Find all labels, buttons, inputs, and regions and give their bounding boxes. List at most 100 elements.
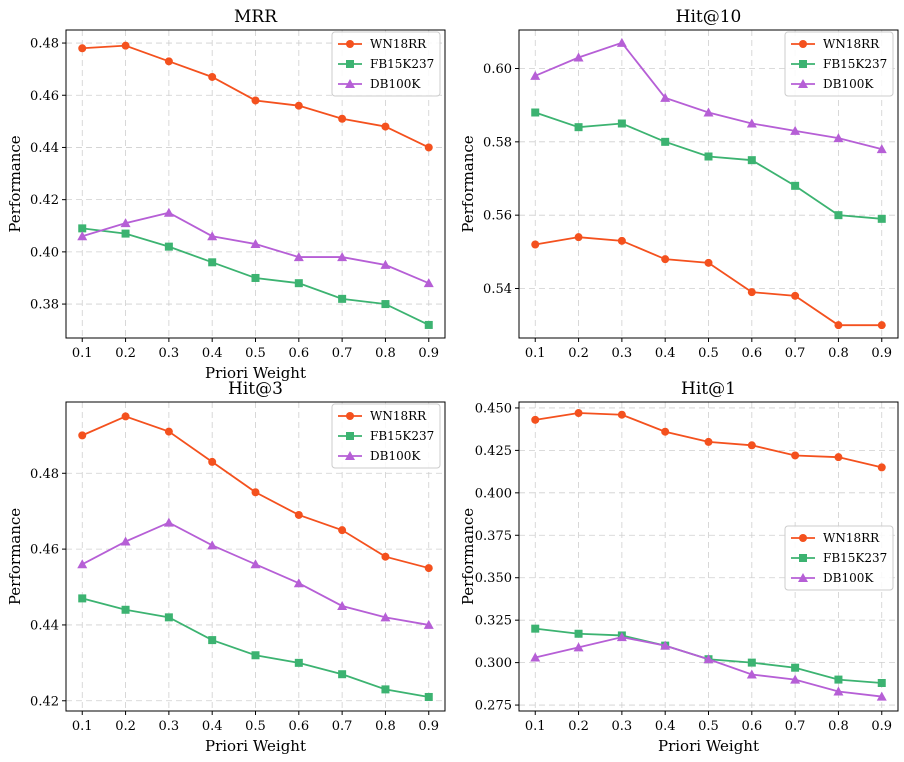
data-point xyxy=(791,663,800,672)
x-tick-label: 0.4 xyxy=(202,346,223,361)
data-point xyxy=(834,453,843,462)
data-point xyxy=(746,118,757,128)
data-point xyxy=(703,654,714,664)
x-tick-label: 0.4 xyxy=(655,346,676,361)
x-tick-label: 0.8 xyxy=(828,346,849,361)
data-point xyxy=(423,278,434,288)
legend-label: WN18RR xyxy=(823,37,880,51)
data-point xyxy=(208,457,217,466)
y-tick-label: 0.42 xyxy=(30,694,59,709)
data-point xyxy=(530,652,541,662)
legend-label: WN18RR xyxy=(370,409,427,423)
x-tick-label: 0.9 xyxy=(418,346,439,361)
data-point xyxy=(660,92,671,102)
legend-marker xyxy=(799,554,807,562)
data-point xyxy=(531,415,540,424)
data-point xyxy=(338,670,347,679)
data-point xyxy=(573,52,584,62)
legend-marker xyxy=(798,79,808,88)
data-point xyxy=(531,240,540,249)
x-tick-label: 0.7 xyxy=(785,346,806,361)
data-point xyxy=(164,242,173,251)
y-axis-label: Performance xyxy=(6,135,24,232)
legend-marker xyxy=(346,60,354,68)
x-tick-label: 0.9 xyxy=(871,719,892,734)
x-tick-label: 0.7 xyxy=(785,719,806,734)
y-tick-label: 0.350 xyxy=(475,571,512,586)
data-point xyxy=(661,427,670,436)
data-point xyxy=(294,510,303,519)
data-point xyxy=(834,321,843,330)
data-point xyxy=(660,640,671,650)
x-tick-label: 0.3 xyxy=(159,346,180,361)
data-point xyxy=(877,678,886,687)
legend-marker xyxy=(346,412,354,420)
legend-marker xyxy=(345,79,355,88)
data-point xyxy=(617,119,626,128)
x-tick-label: 0.1 xyxy=(72,346,93,361)
series-db100k xyxy=(77,517,434,629)
x-tick-label: 0.2 xyxy=(568,346,589,361)
y-tick-label: 0.40 xyxy=(30,245,59,260)
data-point xyxy=(424,564,433,573)
x-tick-label: 0.6 xyxy=(288,719,309,734)
series-fb15k237 xyxy=(78,594,433,701)
data-point xyxy=(791,291,800,300)
data-point xyxy=(661,137,670,146)
y-tick-label: 0.56 xyxy=(483,209,512,224)
data-point xyxy=(251,96,260,105)
data-point xyxy=(574,409,583,418)
x-tick-label: 0.1 xyxy=(525,346,546,361)
x-tick-label: 0.6 xyxy=(741,719,762,734)
x-tick-label: 0.9 xyxy=(871,346,892,361)
data-point xyxy=(337,600,348,610)
series-db100k xyxy=(530,632,887,701)
data-point xyxy=(746,669,757,679)
data-point xyxy=(790,125,801,135)
y-axis-label: Performance xyxy=(459,508,477,605)
legend-marker xyxy=(799,40,807,48)
data-point xyxy=(617,236,626,245)
legend-label: FB15K237 xyxy=(370,57,434,71)
data-point xyxy=(424,692,433,701)
data-point xyxy=(531,108,540,117)
chart-panel-1: 0.1 0.2 0.3 0.4 0.5 0.6 0.7 0.8 0.9 0.54 0.56 0.58 0… xyxy=(459,7,899,361)
data-point xyxy=(207,231,218,241)
y-axis-label: Performance xyxy=(6,508,24,605)
y-tick-label: 0.48 xyxy=(30,467,59,482)
data-point xyxy=(294,658,303,667)
data-point xyxy=(78,431,87,440)
legend-label: FB15K237 xyxy=(823,57,887,71)
legend-marker xyxy=(798,573,808,582)
y-tick-label: 0.275 xyxy=(475,699,512,714)
data-point xyxy=(380,612,391,622)
x-tick-label: 0.9 xyxy=(418,719,439,734)
data-point xyxy=(704,258,713,267)
data-point xyxy=(293,578,304,588)
data-point xyxy=(574,123,583,132)
data-point xyxy=(833,686,844,696)
data-point xyxy=(876,691,887,701)
y-tick-label: 0.46 xyxy=(30,89,59,104)
series-fb15k237 xyxy=(531,108,886,223)
x-tick-label: 0.1 xyxy=(525,719,546,734)
data-point xyxy=(120,536,131,546)
data-point xyxy=(293,252,304,262)
x-tick-label: 0.5 xyxy=(698,719,719,734)
chart-title: MRR xyxy=(234,7,278,27)
data-point xyxy=(78,44,87,53)
data-point xyxy=(791,181,800,190)
legend: WN18RR FB15K237 DB100K xyxy=(784,525,894,591)
data-point xyxy=(121,229,130,238)
data-point xyxy=(833,133,844,143)
series-fb15k237 xyxy=(78,224,433,329)
data-point xyxy=(616,632,627,642)
data-point xyxy=(704,152,713,161)
data-point xyxy=(121,41,130,50)
legend-label: FB15K237 xyxy=(370,429,434,443)
data-point xyxy=(250,559,261,569)
y-tick-label: 0.44 xyxy=(30,141,59,156)
data-point xyxy=(338,294,347,303)
data-point xyxy=(574,233,583,242)
